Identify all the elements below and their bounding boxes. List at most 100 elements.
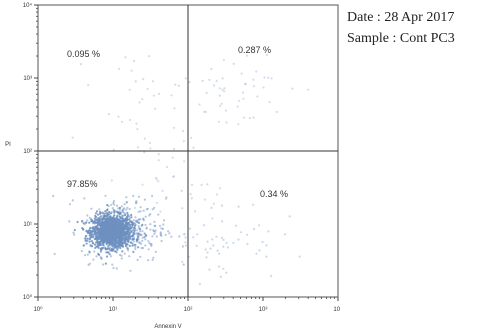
data-point	[267, 76, 270, 79]
data-point	[86, 219, 89, 222]
data-point	[240, 72, 243, 75]
data-point	[106, 218, 109, 221]
data-point	[171, 156, 174, 159]
data-point	[204, 110, 207, 113]
data-point	[118, 228, 121, 231]
data-point	[109, 246, 112, 249]
data-point	[298, 255, 301, 258]
data-point	[81, 227, 84, 230]
data-point	[127, 249, 130, 252]
data-point	[209, 247, 212, 250]
data-point	[246, 242, 249, 246]
data-point	[225, 271, 228, 274]
data-point	[178, 235, 181, 238]
data-point	[111, 229, 114, 232]
data-point	[131, 222, 134, 226]
data-point	[128, 236, 131, 239]
data-point	[148, 242, 151, 245]
data-point	[206, 240, 209, 243]
data-point	[170, 235, 173, 238]
data-point	[73, 228, 76, 232]
data-point	[85, 242, 88, 245]
data-point	[120, 219, 124, 223]
data-point	[116, 244, 119, 247]
data-point	[71, 136, 74, 139]
x-tick-label: 10¹	[109, 307, 118, 313]
data-point	[252, 228, 256, 231]
data-point	[265, 53, 268, 57]
data-point	[151, 208, 154, 211]
data-point	[112, 201, 115, 204]
data-point	[157, 153, 160, 156]
data-point	[221, 88, 224, 91]
data-point	[205, 91, 208, 94]
data-point	[100, 230, 103, 233]
data-point	[225, 121, 228, 124]
data-point	[93, 217, 96, 220]
data-point	[79, 63, 82, 66]
data-point	[82, 244, 85, 247]
data-point	[119, 232, 122, 235]
data-point	[182, 263, 185, 266]
x-tick-label: 10²	[184, 307, 193, 313]
data-point	[93, 250, 96, 253]
data-point	[104, 214, 107, 218]
data-point	[118, 67, 121, 70]
data-point	[144, 244, 147, 247]
data-point	[198, 283, 201, 286]
data-point	[85, 221, 88, 224]
data-point	[88, 216, 91, 219]
data-point	[111, 263, 114, 266]
data-point	[123, 207, 126, 210]
data-point	[125, 217, 128, 220]
data-point	[134, 216, 137, 219]
data-point	[119, 229, 122, 233]
data-point	[128, 244, 131, 247]
data-point	[105, 241, 108, 244]
data-point	[212, 202, 215, 205]
data-point	[198, 103, 201, 106]
data-point	[242, 116, 245, 119]
data-point	[83, 223, 86, 226]
data-point	[141, 98, 144, 101]
data-point	[147, 248, 150, 251]
data-point	[222, 267, 225, 270]
data-point	[137, 238, 140, 241]
data-point	[167, 230, 170, 233]
data-point	[275, 110, 278, 113]
x-axis-title: Annexin V	[154, 324, 181, 330]
data-point	[135, 122, 138, 125]
data-point	[234, 224, 237, 227]
data-point	[90, 218, 93, 221]
data-point	[145, 227, 148, 230]
data-point	[99, 249, 102, 253]
data-point	[106, 233, 109, 236]
y-axis-title: PI	[5, 142, 11, 148]
data-point	[104, 194, 107, 197]
data-point	[146, 87, 149, 90]
data-point	[94, 228, 97, 231]
data-point	[109, 241, 113, 244]
data-point	[284, 233, 287, 236]
data-point	[114, 239, 117, 242]
data-point	[86, 214, 89, 217]
data-point	[134, 245, 137, 248]
data-point	[115, 267, 118, 270]
data-point	[125, 201, 128, 204]
data-point	[94, 234, 97, 237]
data-point	[102, 244, 105, 247]
data-point	[136, 146, 140, 149]
data-point	[128, 229, 131, 232]
data-point	[108, 222, 111, 225]
data-point	[102, 221, 105, 224]
data-point	[122, 211, 125, 214]
data-point	[124, 56, 127, 59]
data-point	[261, 240, 264, 244]
data-point	[237, 99, 241, 102]
quadrant-upper-left-percent: 0.095 %	[67, 49, 100, 59]
data-point	[213, 84, 216, 87]
data-point	[270, 77, 273, 80]
data-point	[99, 256, 102, 259]
data-point	[68, 203, 72, 206]
data-point	[265, 255, 268, 258]
